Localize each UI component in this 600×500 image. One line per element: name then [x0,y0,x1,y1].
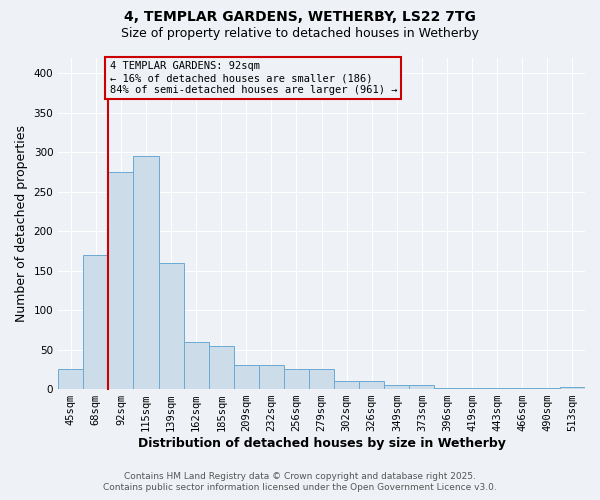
Bar [535,388,560,389]
Text: Contains public sector information licensed under the Open Government Licence v3: Contains public sector information licen… [103,484,497,492]
Bar [334,381,359,389]
Text: Contains HM Land Registry data © Crown copyright and database right 2025.: Contains HM Land Registry data © Crown c… [124,472,476,481]
Bar [158,263,184,389]
Bar [510,388,535,389]
Bar [83,255,109,389]
Text: Size of property relative to detached houses in Wetherby: Size of property relative to detached ho… [121,28,479,40]
Bar [434,388,460,389]
Text: 4 TEMPLAR GARDENS: 92sqm
← 16% of detached houses are smaller (186)
84% of semi-: 4 TEMPLAR GARDENS: 92sqm ← 16% of detach… [110,62,397,94]
Bar [485,388,510,389]
Bar [560,386,585,389]
Bar [209,346,234,389]
Bar [309,370,334,389]
Bar [359,381,385,389]
Bar [184,342,209,389]
Bar [385,385,409,389]
Bar [284,370,309,389]
X-axis label: Distribution of detached houses by size in Wetherby: Distribution of detached houses by size … [137,437,506,450]
Bar [234,366,259,389]
Bar [58,370,83,389]
Bar [259,366,284,389]
Bar [133,156,158,389]
Bar [460,388,485,389]
Bar [109,172,133,389]
Text: 4, TEMPLAR GARDENS, WETHERBY, LS22 7TG: 4, TEMPLAR GARDENS, WETHERBY, LS22 7TG [124,10,476,24]
Y-axis label: Number of detached properties: Number of detached properties [15,125,28,322]
Bar [409,385,434,389]
